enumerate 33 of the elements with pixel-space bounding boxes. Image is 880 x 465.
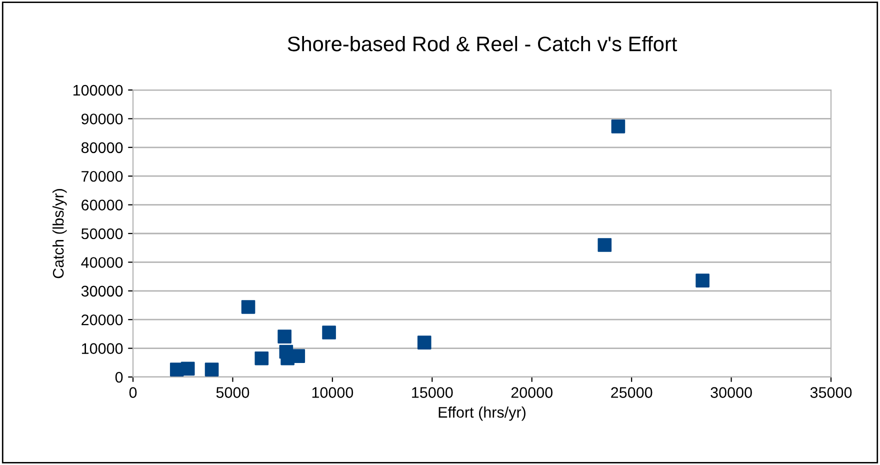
point [180, 362, 195, 376]
y-tick-label: 90000 [82, 114, 123, 124]
point [204, 362, 219, 376]
y-tick-label: 100000 [73, 84, 123, 96]
point [696, 274, 710, 288]
y-tick-label: 30000 [81, 286, 123, 297]
point [254, 351, 269, 366]
point [417, 336, 432, 350]
x-axis-title: Effort (hrs/yr) [438, 406, 526, 421]
point [598, 238, 612, 252]
x-tick-label: 0 [129, 387, 137, 398]
x-tick-label: 5000 [216, 387, 250, 398]
point [322, 326, 336, 340]
x-tick-label: 35000 [810, 387, 852, 398]
point [611, 120, 626, 134]
y-tick-label: 50000 [81, 228, 123, 240]
y-tick-label: 0 [115, 372, 123, 383]
x-tick-label: 10000 [312, 387, 354, 398]
x-tick-label: 25000 [611, 387, 652, 398]
y-tick-label: 20000 [82, 314, 123, 326]
y-tick-label: 40000 [81, 257, 123, 268]
point [278, 330, 292, 344]
chart-title: Shore-based Rod & Reel - Catch v's Effort [288, 36, 678, 52]
y-tick-label: 10000 [82, 343, 123, 354]
x-tick-label: 20000 [511, 387, 553, 398]
y-tick-label: 80000 [81, 142, 123, 154]
x-tick-label: 30000 [710, 387, 752, 398]
x-tick-label: 15000 [412, 387, 453, 398]
y-tick-label: 60000 [82, 200, 123, 210]
point [291, 349, 306, 363]
y-tick-label: 70000 [82, 170, 123, 182]
y-axis-title: Catch (lbs/yr) [52, 189, 67, 278]
point [241, 300, 256, 314]
